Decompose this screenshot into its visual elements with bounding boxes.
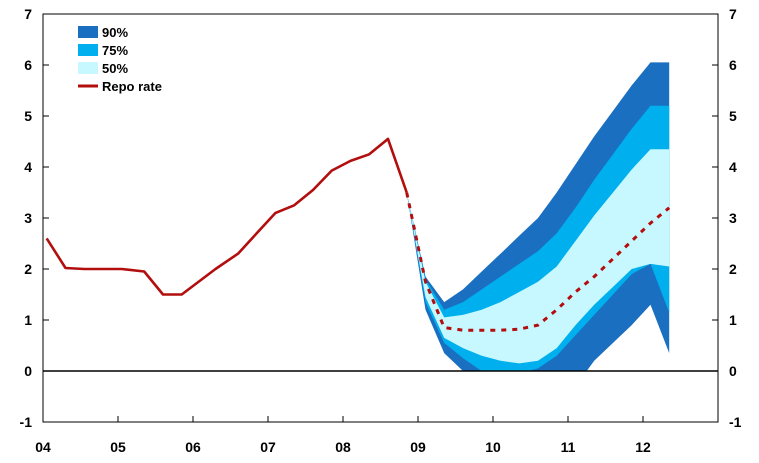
fan-band-50-pct [406, 149, 670, 364]
legend-label: 50% [102, 61, 128, 76]
y-tick-label-left: 3 [24, 210, 32, 226]
legend-swatch [78, 26, 98, 38]
legend-label: 75% [102, 43, 128, 58]
repo-rate-forecast-line [405, 192, 671, 332]
legend-swatch [78, 44, 98, 56]
chart-axes [42, 13, 719, 423]
repo-rate-line [45, 137, 408, 296]
y-tick-label-left: 6 [24, 57, 32, 73]
y-tick-label-right: 3 [729, 210, 737, 226]
y-tick-label-left: 5 [24, 108, 32, 124]
x-tick-label: 06 [185, 439, 201, 455]
x-tick-label: 08 [335, 439, 351, 455]
y-tick-label-right: 5 [729, 108, 737, 124]
x-tick-label: 11 [561, 439, 576, 455]
y-tick-label-right: 0 [729, 363, 737, 379]
x-tick-label: 10 [485, 439, 501, 455]
fan-bands [406, 62, 670, 371]
x-tick-label: 12 [635, 439, 651, 455]
y-tick-label-right: 7 [729, 6, 737, 22]
y-tick-label-right: -1 [729, 414, 742, 430]
y-tick-label-left: 1 [24, 312, 32, 328]
x-tick-label: 09 [410, 439, 426, 455]
y-tick-label-right: 2 [729, 261, 737, 277]
y-tick-label-right: 1 [729, 312, 737, 328]
legend: 90% 75% 50% Repo rate [78, 25, 162, 94]
x-tick-label: 04 [35, 439, 51, 455]
tick-labels: -1 -10 01 12 23 34 45 56 67 704 05 06 07 08 09 10 11 12 [20, 6, 742, 455]
y-tick-label-left: 4 [24, 159, 32, 175]
legend-swatch [78, 62, 98, 74]
y-tick-label-left: 7 [24, 6, 32, 22]
repo-rate-lines [45, 137, 671, 332]
legend-label: 90% [102, 25, 128, 40]
x-tick-label: 05 [110, 439, 126, 455]
y-tick-label-right: 4 [729, 159, 737, 175]
y-tick-label-right: 6 [729, 57, 737, 73]
x-tick-label: 07 [260, 439, 276, 455]
y-tick-label-left: -1 [20, 414, 33, 430]
y-tick-label-left: 0 [24, 363, 32, 379]
y-tick-label-left: 2 [24, 261, 32, 277]
legend-label: Repo rate [102, 79, 162, 94]
fan-band-75-pct [406, 105, 670, 371]
